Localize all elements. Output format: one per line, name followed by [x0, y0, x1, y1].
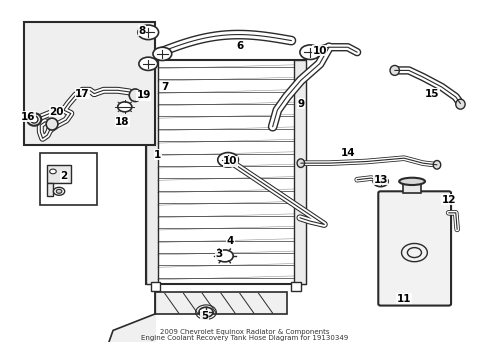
Ellipse shape [30, 116, 38, 123]
Text: 10: 10 [312, 46, 326, 55]
Ellipse shape [389, 66, 399, 75]
Circle shape [217, 153, 238, 167]
Text: 1: 1 [154, 150, 161, 160]
Ellipse shape [27, 113, 41, 126]
Bar [40, 153, 97, 204]
Circle shape [372, 176, 387, 187]
Text: 7: 7 [161, 82, 168, 92]
Ellipse shape [398, 178, 424, 185]
Text: 13: 13 [373, 175, 387, 185]
Text: 2009 Chevrolet Equinox Radiator & Components: 2009 Chevrolet Equinox Radiator & Compon… [160, 329, 328, 335]
Bar [145, 60, 157, 284]
Text: 19: 19 [136, 90, 150, 100]
Ellipse shape [46, 118, 58, 130]
Text: 4: 4 [226, 236, 234, 246]
Circle shape [118, 102, 132, 112]
Text: Engine Coolant Recovery Tank Hose Diagram for 19130349: Engine Coolant Recovery Tank Hose Diagra… [141, 335, 347, 341]
Bar [47, 183, 53, 196]
Text: 15: 15 [424, 89, 439, 99]
Bar [293, 60, 305, 284]
Ellipse shape [455, 99, 464, 109]
Circle shape [139, 57, 157, 71]
Bar [24, 22, 155, 145]
Text: 5: 5 [201, 311, 208, 320]
Circle shape [216, 250, 233, 262]
Text: 12: 12 [441, 195, 455, 204]
Bar [291, 282, 300, 291]
Circle shape [199, 307, 213, 317]
Text: 10: 10 [223, 157, 237, 166]
Circle shape [50, 169, 56, 174]
Circle shape [138, 25, 158, 40]
Bar [47, 165, 71, 183]
Circle shape [56, 189, 62, 193]
Bar [145, 60, 305, 284]
Ellipse shape [432, 161, 440, 169]
Bar [150, 282, 160, 291]
Bar [402, 181, 420, 193]
Text: 18: 18 [115, 117, 129, 127]
Text: 8: 8 [138, 26, 145, 36]
Text: 16: 16 [21, 112, 36, 122]
Ellipse shape [297, 159, 304, 167]
Polygon shape [99, 284, 155, 360]
Ellipse shape [129, 89, 141, 102]
Text: 6: 6 [236, 41, 243, 50]
Circle shape [299, 45, 320, 59]
Bar [155, 292, 286, 314]
Text: 3: 3 [215, 249, 222, 259]
Text: 11: 11 [396, 294, 410, 304]
Circle shape [53, 187, 64, 195]
Text: 2: 2 [60, 171, 67, 181]
FancyBboxPatch shape [378, 191, 450, 306]
Text: 9: 9 [297, 99, 304, 108]
Circle shape [153, 47, 171, 60]
Text: 17: 17 [75, 89, 90, 99]
Text: 20: 20 [49, 107, 64, 117]
Text: 14: 14 [340, 148, 354, 158]
